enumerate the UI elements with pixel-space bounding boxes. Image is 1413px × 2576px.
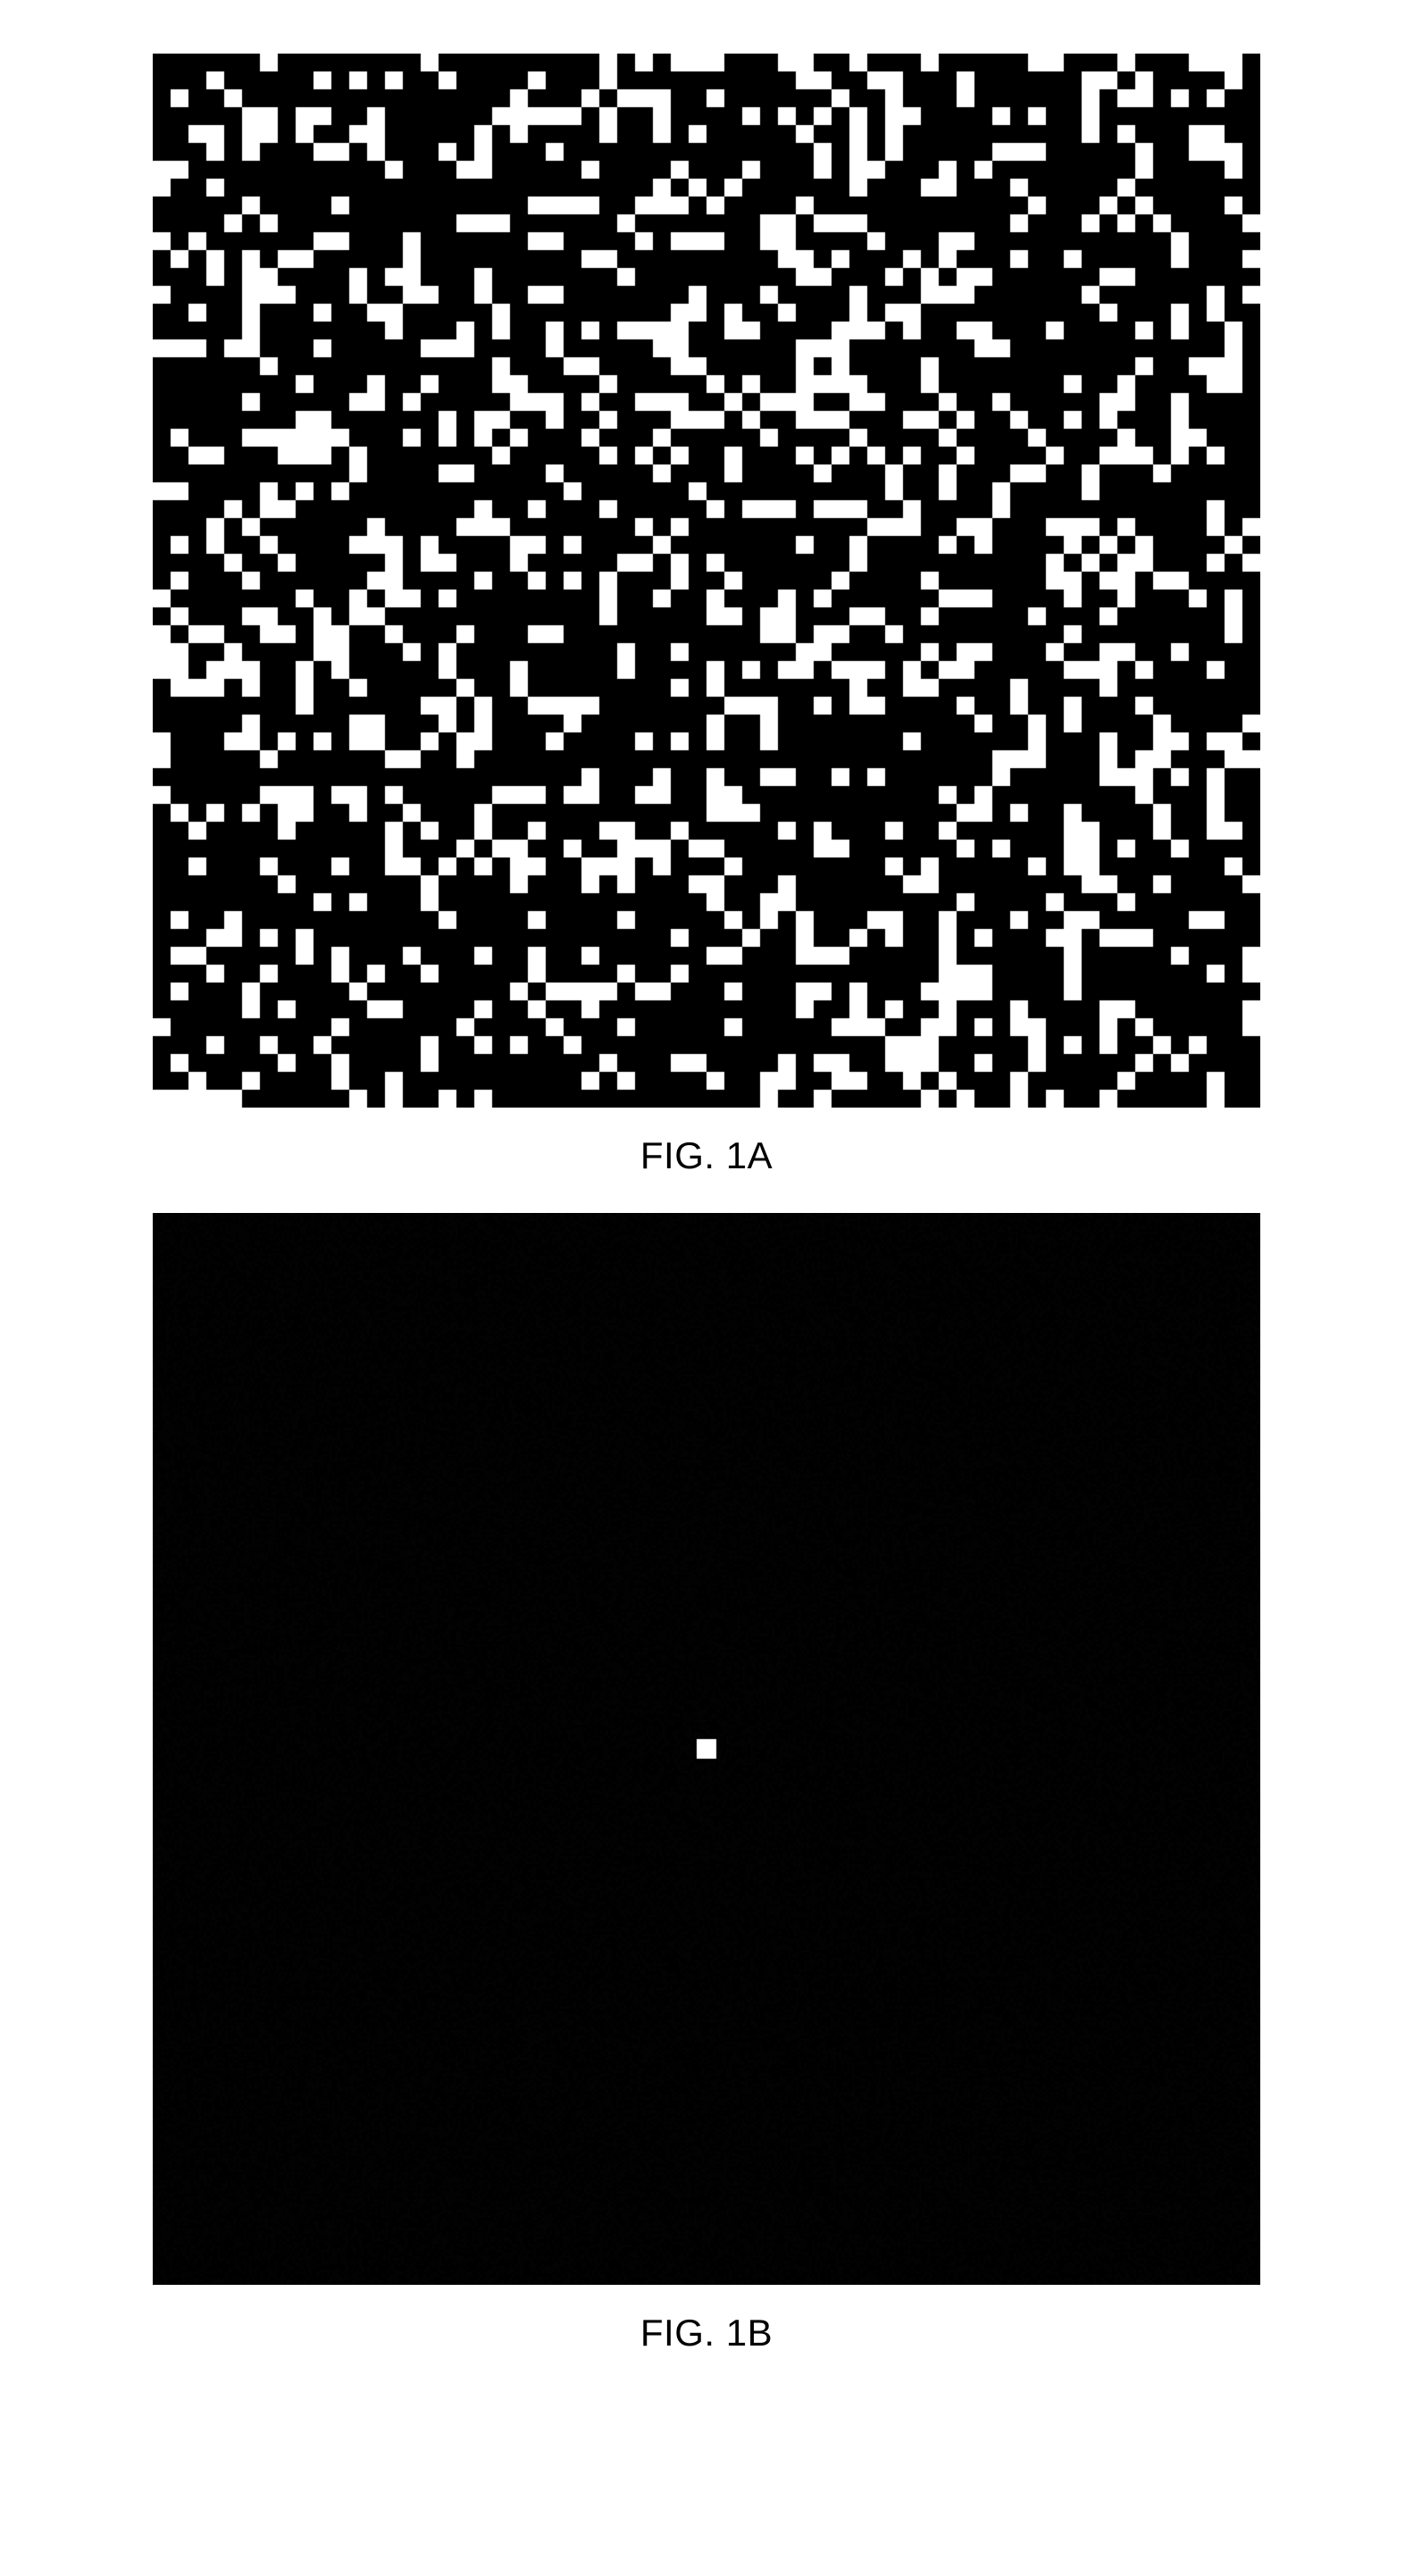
figure-a-canvas-wrapper [153, 54, 1260, 1108]
figure-a-panel: FIG. 1A [153, 54, 1260, 1177]
figure-b-panel: FIG. 1B [153, 1213, 1260, 2354]
figure-b-caption: FIG. 1B [640, 2312, 773, 2354]
figure-container: FIG. 1A FIG. 1B [153, 54, 1260, 2354]
figure-a-caption: FIG. 1A [640, 1134, 773, 1177]
figure-b-canvas-wrapper [153, 1213, 1260, 2285]
figure-b-canvas [153, 1213, 1260, 2285]
figure-a-canvas [153, 54, 1260, 1108]
